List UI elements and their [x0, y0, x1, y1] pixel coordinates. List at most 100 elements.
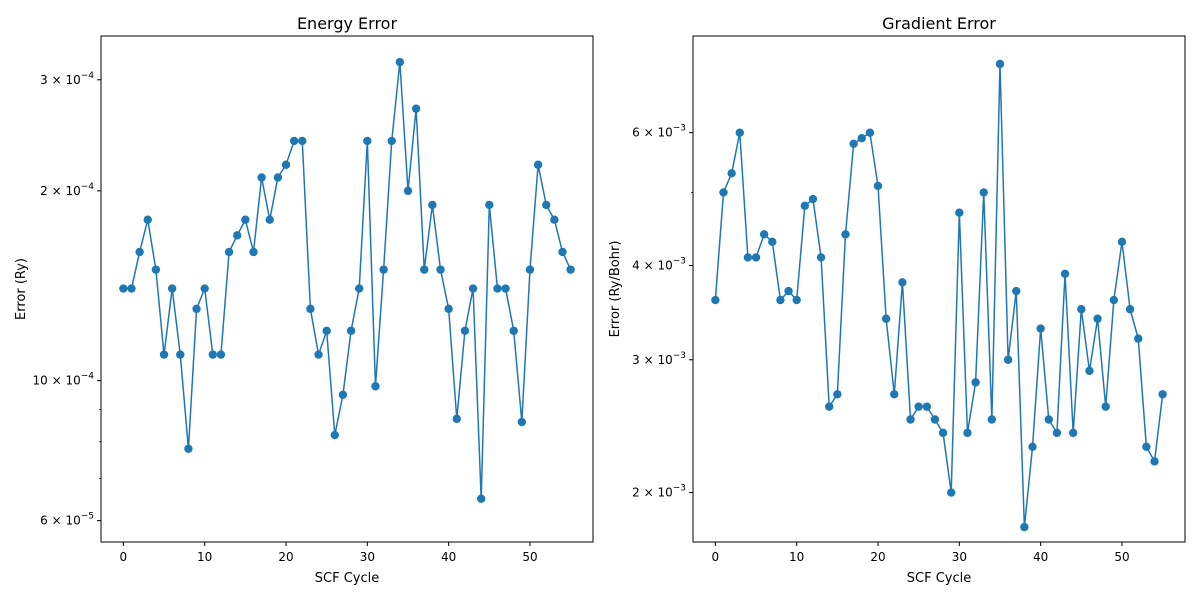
gradient-error-data-point: [808, 194, 818, 204]
energy-error-data-point: [346, 326, 356, 335]
energy-error-data-point: [517, 417, 527, 427]
gradient-error-data-point: [1077, 305, 1086, 314]
gradient-error-data-point: [1125, 305, 1135, 314]
gradient-error-x-tick-label: 10: [789, 550, 804, 564]
energy-error-data-point: [176, 350, 185, 359]
energy-error-plot-area: [101, 36, 593, 542]
gradient-error-data-point: [971, 378, 980, 387]
gradient-error-data-point: [1068, 428, 1078, 438]
energy-error-data-point: [322, 326, 331, 335]
energy-error-data-point: [159, 350, 169, 359]
gradient-error-x-tick-label: 30: [952, 550, 967, 564]
energy-error-data-point: [509, 326, 518, 335]
gradient-error-series: [711, 59, 1167, 532]
gradient-error-data-point: [759, 230, 769, 239]
energy-error-data-point: [460, 326, 470, 335]
gradient-error-data-point: [1060, 269, 1070, 279]
gradient-error-data-point: [1052, 428, 1062, 438]
energy-error-data-point: [550, 215, 559, 224]
gradient-error-x-tick-label: 0: [712, 550, 720, 564]
energy-error-data-point: [485, 200, 494, 210]
gradient-error-data-point: [914, 402, 923, 411]
energy-error-data-point: [257, 173, 266, 182]
energy-error-data-point: [476, 494, 486, 503]
energy-error-data-point: [501, 284, 510, 293]
energy-error-y-tick-label: 6 × 10−5: [40, 512, 94, 528]
gradient-error-data-point: [890, 390, 899, 399]
energy-error-ticks: 0 10 20 30 40 50 6 × 10−5 10 × 10−4 2 × 10−4 3 × …: [32, 71, 537, 564]
gradient-error-data-point: [1117, 237, 1127, 247]
energy-error-data-point: [127, 284, 136, 293]
gradient-error-data-point: [743, 253, 753, 262]
gradient-error-x-tick-label: 50: [1114, 550, 1129, 564]
gradient-error-data-point: [776, 295, 785, 305]
gradient-error-axes-frame: [692, 35, 1186, 543]
gradient-error-data-point: [938, 428, 948, 438]
energy-error-y-tick-label: 10 × 10−4: [32, 372, 94, 388]
gradient-error-data-point: [963, 428, 972, 438]
gradient-error-y-tick-label: 2 × 10−3: [632, 484, 686, 500]
energy-error-data-point: [298, 136, 307, 146]
energy-error-axes-frame: [100, 35, 594, 543]
gradient-error-data-point: [922, 402, 931, 411]
energy-error-data-point: [379, 265, 388, 274]
energy-error-x-tick-label: 30: [360, 550, 375, 564]
energy-error-data-point: [395, 57, 405, 67]
gradient-error-data-point: [816, 253, 826, 262]
energy-error-data-point: [363, 136, 372, 146]
energy-error-data-point: [420, 265, 429, 274]
gradient-error-data-point: [987, 415, 997, 424]
energy-error-data-point: [281, 160, 291, 169]
gradient-error-title: Gradient Error: [882, 14, 996, 33]
gradient-error-data-point: [1109, 295, 1119, 305]
gradient-error-data-point: [800, 201, 810, 210]
energy-error-data-point: [167, 284, 177, 293]
energy-error-data-point: [533, 160, 543, 169]
gradient-error-data-point: [1150, 457, 1159, 466]
gradient-error-data-point: [955, 208, 964, 217]
gradient-error-chart: Gradient Error SCF Cycle Error (Ry/Bohr)…: [608, 14, 1186, 586]
energy-error-data-point: [143, 215, 152, 224]
gradient-error-data-point: [979, 188, 988, 197]
energy-error-data-point: [436, 265, 445, 274]
gradient-error-data-point: [1044, 415, 1053, 424]
energy-error-data-point: [558, 247, 567, 257]
energy-error-data-point: [493, 284, 502, 293]
gradient-error-data-point: [1093, 314, 1102, 323]
gradient-error-data-point: [881, 314, 891, 323]
energy-error-data-point: [566, 265, 575, 274]
energy-error-data-point: [542, 200, 551, 210]
energy-error-data-point: [314, 350, 323, 359]
gradient-error-data-point: [1012, 286, 1021, 296]
energy-error-data-point: [411, 104, 421, 113]
gradient-error-plot-area: [693, 36, 1185, 542]
gradient-error-y-axis-label: Error (Ry/Bohr): [608, 241, 623, 338]
energy-error-data-point: [184, 444, 193, 453]
gradient-error-data-point: [1134, 334, 1143, 343]
energy-error-x-tick-label: 10: [197, 550, 212, 564]
energy-error-y-tick-label: 2 × 10−4: [40, 182, 94, 198]
energy-error-data-point: [428, 200, 437, 210]
energy-error-data-point: [444, 304, 453, 314]
energy-error-x-tick-label: 0: [120, 550, 128, 564]
gradient-error-x-tick-label: 40: [1033, 550, 1048, 564]
gradient-error-y-tick-label: 3 × 10−3: [632, 351, 686, 367]
gradient-error-data-point: [865, 128, 875, 137]
energy-error-data-point: [452, 414, 461, 424]
gradient-error-ticks: 0 10 20 30 40 50 2 × 10−3 3 × 10−3 4 × 10−3 6 × 1…: [632, 124, 1129, 564]
energy-error-data-point: [525, 265, 535, 274]
energy-error-data-point: [192, 304, 201, 314]
energy-error-data-point: [330, 430, 339, 440]
gradient-error-x-tick-label: 20: [870, 550, 885, 564]
energy-error-data-point: [216, 350, 226, 359]
gradient-error-data-point: [1028, 442, 1037, 452]
gradient-error-data-point: [947, 488, 956, 497]
gradient-error-data-point: [1036, 324, 1045, 333]
gradient-error-data-point: [1101, 402, 1110, 411]
gradient-error-data-point: [857, 134, 866, 143]
energy-error-data-point: [289, 136, 299, 146]
energy-error-y-axis-label: Error (Ry): [14, 258, 29, 320]
energy-error-data-point: [468, 284, 478, 293]
gradient-error-data-point: [1020, 522, 1029, 532]
energy-error-data-point: [119, 284, 128, 293]
